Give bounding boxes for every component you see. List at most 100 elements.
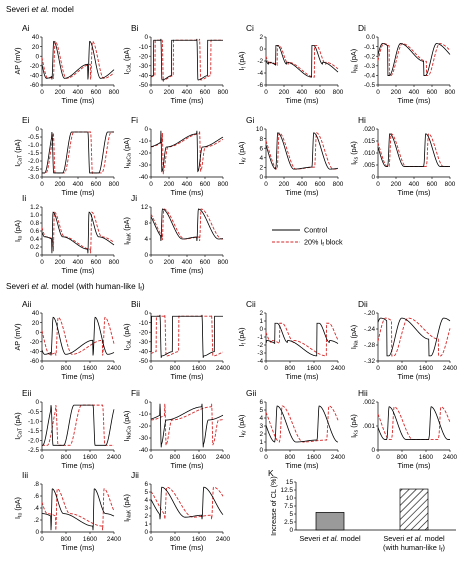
y-tick-label: -30 — [139, 435, 149, 442]
y-tick-label: -2 — [257, 58, 263, 65]
y-axis-label: ICaL (pA) — [122, 323, 133, 350]
y-tick-label: 0 — [371, 174, 375, 181]
y-tick-label: -4 — [257, 70, 263, 77]
x-tick-label: 0 — [149, 181, 153, 188]
y-tick-label: -10 — [139, 320, 149, 327]
series-if-block — [41, 316, 115, 356]
series-control — [377, 43, 451, 76]
x-tick-label: 0 — [149, 89, 153, 96]
y-axis-label: INaK (pA) — [122, 494, 133, 522]
y-tick-label: 0.8 — [30, 220, 39, 227]
y-tick-label: -20 — [139, 53, 149, 60]
y-tick-label: -.28 — [364, 342, 375, 349]
x-tick-label: 200 — [55, 89, 66, 96]
y-tick-label: 0 — [144, 126, 148, 133]
x-tick-label: 0 — [149, 454, 153, 461]
y-tick-label: 0 — [259, 46, 263, 53]
x-tick-label: 0 — [376, 365, 380, 372]
y-tick-label: .010 — [363, 150, 376, 157]
x-tick-label: 0 — [40, 454, 44, 461]
x-tick-label: 600 — [91, 259, 102, 266]
panel-tag: K — [268, 468, 274, 478]
y-tick-label: -1.5 — [28, 428, 39, 435]
y-tick-label: 1 — [259, 439, 263, 446]
x-axis-label: Time (ms) — [171, 461, 204, 470]
x-tick-label: 400 — [182, 89, 193, 96]
x-tick-label: 800 — [170, 365, 181, 372]
panel-tag: Cii — [246, 299, 256, 309]
x-tick-label: 800 — [218, 89, 229, 96]
y-tick-label: 2 — [259, 310, 263, 317]
y-tick-label: -2.5 — [28, 447, 39, 454]
x-tick-label: 200 — [391, 89, 402, 96]
series-control — [377, 317, 451, 357]
y-tick-label: .6 — [34, 493, 40, 500]
y-tick-label: -20 — [30, 63, 40, 70]
x-axis-label: Time (ms) — [62, 543, 95, 552]
panel-tag: Jii — [131, 470, 139, 480]
y-tick-label: 6 — [259, 145, 263, 152]
y-tick-label: -2.5 — [28, 166, 39, 173]
y-tick-label: 40 — [32, 310, 40, 317]
y-tick-label: 0 — [144, 399, 148, 406]
x-tick-label: 800 — [333, 181, 344, 188]
y-axis-label: Increase of CL (%) — [269, 476, 278, 536]
x-axis-label: Time (ms) — [62, 461, 95, 470]
y-tick-label: -1.5 — [28, 150, 39, 157]
x-tick-label: 600 — [315, 89, 326, 96]
x-tick-label: 800 — [109, 89, 120, 96]
x-tick-label: 0 — [40, 181, 44, 188]
x-tick-label: 400 — [297, 89, 308, 96]
x-tick-label: 800 — [445, 181, 456, 188]
y-tick-label: -40 — [139, 349, 149, 356]
x-tick-label: 2400 — [216, 454, 231, 461]
panel-tag: Gii — [246, 388, 256, 398]
x-tick-label: 600 — [91, 89, 102, 96]
y-tick-label: 0.0 — [366, 34, 375, 41]
y-tick-label: 0 — [259, 174, 263, 181]
y-tick-label: -40 — [139, 73, 149, 80]
x-tick-label: 2400 — [107, 454, 122, 461]
x-axis-label: Time (ms) — [398, 372, 431, 381]
y-tick-label: .020 — [363, 126, 376, 133]
x-axis-label: Time (ms) — [398, 461, 431, 470]
y-tick-label: -4 — [257, 358, 263, 365]
y-tick-label: -.32 — [364, 358, 375, 365]
x-tick-label: 600 — [200, 89, 211, 96]
y-tick-label: 15 — [286, 479, 294, 486]
y-axis-label: INa (pA) — [349, 325, 360, 349]
x-tick-label: 2400 — [331, 454, 346, 461]
x-tick-label: 0 — [376, 89, 380, 96]
y-tick-label: 3 — [259, 423, 263, 430]
x-tick-label: 200 — [279, 89, 290, 96]
x-tick-label: 800 — [61, 365, 72, 372]
x-tick-label: 0 — [376, 181, 380, 188]
y-tick-label: 10 — [256, 126, 264, 133]
y-axis-label: If (pA) — [237, 51, 248, 70]
y-axis-label: INaCa (pA) — [122, 411, 133, 442]
y-tick-label: -20 — [139, 423, 149, 430]
y-tick-label: -1.0 — [28, 418, 39, 425]
y-tick-label: -6 — [257, 82, 263, 89]
series-control — [42, 404, 115, 446]
y-tick-label: 4 — [259, 415, 263, 422]
series-control — [150, 38, 223, 81]
x-tick-label: 400 — [73, 89, 84, 96]
panel-tag: Eii — [22, 388, 31, 398]
x-tick-label: 400 — [182, 181, 193, 188]
series-control — [150, 208, 224, 242]
y-tick-label: -20 — [30, 339, 40, 346]
panel-tag: Di — [358, 23, 366, 33]
y-tick-label: 1 — [144, 521, 148, 528]
panel-tag: Gi — [246, 115, 255, 125]
x-axis-label: Time (ms) — [171, 96, 204, 105]
y-tick-label: 5 — [289, 511, 293, 518]
y-axis-label: IKr (pA) — [237, 142, 248, 165]
y-tick-label: 0 — [259, 447, 263, 454]
